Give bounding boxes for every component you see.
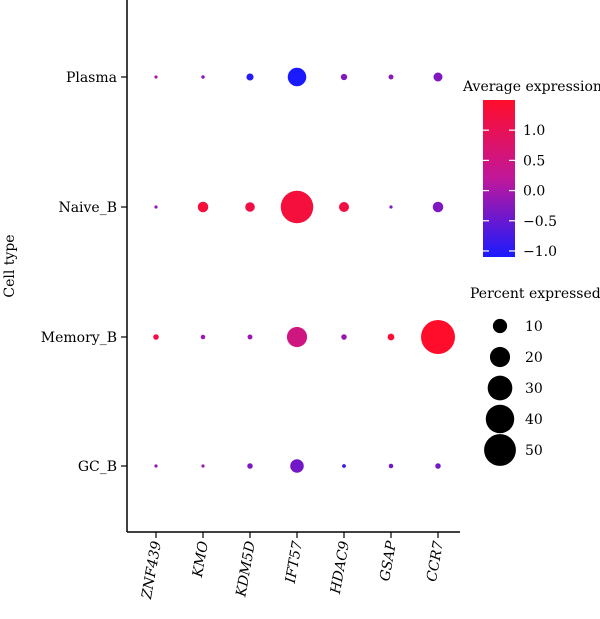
size-legend-dot: [489, 346, 511, 368]
dot-Plasma-ZNF439: [154, 75, 158, 79]
color-tick-label: 1.0: [523, 123, 545, 139]
x-tick-label: ZNF439: [139, 540, 165, 601]
dot-GC_B-CCR7: [435, 463, 441, 469]
x-axis-ticks: ZNF439 KMO KDM5D IFT57 HDAC9 GSAP CCR7: [139, 532, 447, 601]
dot-marks: [153, 67, 455, 473]
size-legend-dot: [492, 318, 508, 334]
size-legend-label: 20: [525, 350, 543, 366]
dot-Naive_B-CCR7: [432, 201, 444, 213]
size-legend-title: Percent expressed: [470, 286, 600, 302]
color-tick-label: 0.5: [523, 153, 545, 169]
dot-GC_B-KMO: [201, 464, 205, 468]
size-legend-dot: [485, 404, 515, 434]
dot-Memory_B-GSAP: [387, 333, 395, 341]
color-tick-label: −1.0: [523, 244, 557, 260]
dot-Naive_B-GSAP: [389, 205, 393, 209]
dot-Plasma-KDM5D: [246, 73, 254, 81]
dot-Memory_B-KMO: [200, 334, 206, 340]
color-legend: Average expression 1.0 0.5 0.0 −0.5 −1.0: [462, 79, 600, 260]
dot-Plasma-GSAP: [388, 74, 394, 80]
dot-GC_B-KDM5D: [247, 463, 253, 469]
dot-Plasma-HDAC9: [340, 73, 348, 81]
dot-Plasma-KMO: [201, 75, 205, 79]
dot-Memory_B-KDM5D: [247, 334, 253, 340]
plot-axes: [126, 0, 460, 533]
y-tick-label: Memory_B: [41, 330, 117, 346]
color-tick-label: −0.5: [523, 214, 557, 230]
size-legend: Percent expressed 10 20 30 40 50: [470, 286, 600, 466]
y-tick-label: Plasma: [66, 70, 117, 86]
size-legend-label: 10: [525, 319, 543, 335]
dot-Plasma-CCR7: [433, 72, 443, 82]
color-tick-label: 0.0: [523, 184, 545, 200]
y-tick-label: GC_B: [78, 459, 117, 475]
color-legend-ticks: 1.0 0.5 0.0 −0.5 −1.0: [483, 123, 557, 260]
size-legend-dot: [487, 375, 513, 401]
size-legend-label: 40: [525, 412, 543, 428]
x-tick-label: CCR7: [424, 540, 447, 583]
dot-Naive_B-KMO: [197, 201, 209, 213]
y-axis-ticks: GC_B Memory_B Naive_B Plasma: [41, 70, 127, 475]
dot-Memory_B-ZNF439: [153, 334, 159, 340]
x-tick-label: KMO: [190, 539, 212, 579]
size-legend-dot: [484, 434, 516, 466]
x-tick-label: GSAP: [377, 539, 400, 582]
size-legend-entries: 10 20 30 40 50: [484, 318, 543, 466]
size-legend-label: 50: [525, 443, 543, 459]
dot-Naive_B-IFT57: [280, 190, 314, 224]
dot-Plasma-IFT57: [287, 67, 307, 87]
size-legend-label: 30: [525, 381, 543, 397]
dot-GC_B-ZNF439: [154, 464, 158, 468]
color-bar: [483, 100, 515, 257]
x-tick-label: HDAC9: [328, 540, 353, 596]
dot-GC_B-IFT57: [290, 459, 304, 473]
dot-Memory_B-HDAC9: [341, 334, 347, 340]
x-tick-label: IFT57: [283, 540, 306, 586]
dot-Memory_B-IFT57: [286, 326, 308, 348]
color-legend-title: Average expression: [462, 79, 600, 95]
dot-Naive_B-HDAC9: [338, 201, 350, 213]
dot-Naive_B-ZNF439: [154, 205, 158, 209]
y-axis-title: Cell type: [2, 234, 18, 297]
x-tick-label: KDM5D: [233, 540, 259, 599]
dot-GC_B-HDAC9: [342, 464, 346, 468]
dot-GC_B-GSAP: [388, 463, 394, 469]
dot-Naive_B-KDM5D: [245, 202, 255, 212]
y-tick-label: Naive_B: [58, 200, 117, 216]
dot-Memory_B-CCR7: [421, 320, 455, 354]
